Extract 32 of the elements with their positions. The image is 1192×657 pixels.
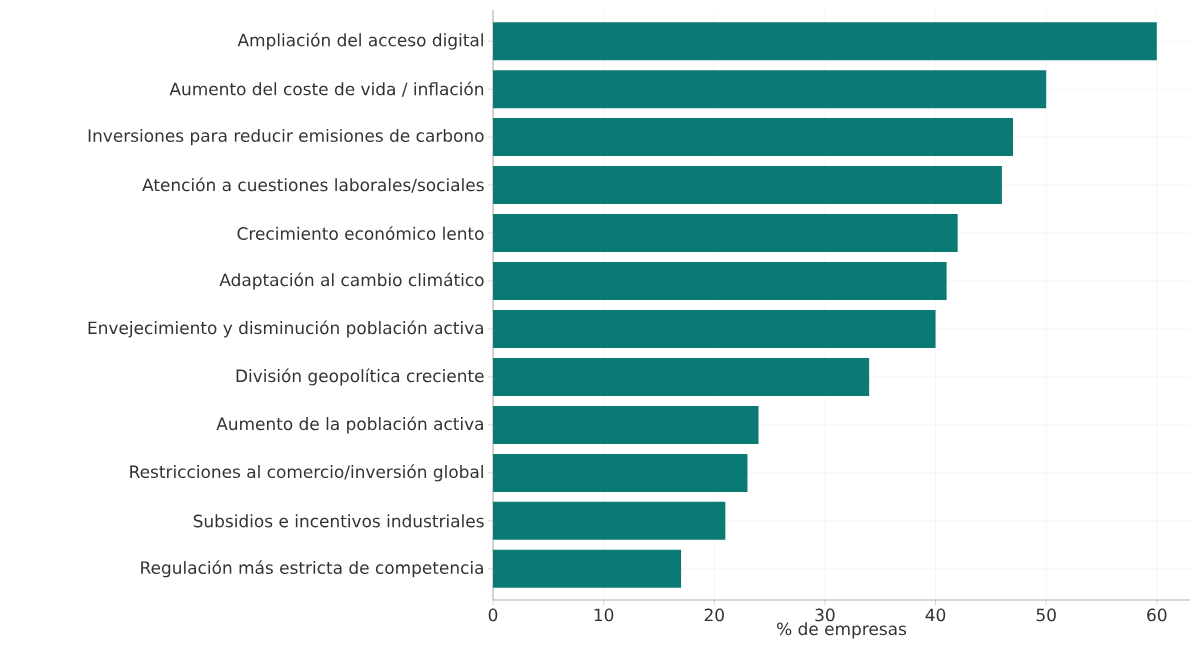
x-tick-label: 50 [1036,608,1056,622]
x-tick-label: 30 [815,608,835,622]
y-tick-label: Subsidios e incentivos industriales [193,514,484,528]
x-tick-label: 10 [594,608,614,622]
y-tick-label: Envejecimiento y disminución población activa [88,320,484,338]
x-axis-title: % de empresas [777,622,907,639]
bar [493,214,958,253]
y-tick-label: Atención a cuestiones laborales/sociales [142,177,484,193]
y-tick-label: Ampliación del acceso digital [237,32,483,50]
bar [493,405,759,444]
bar [493,70,1047,109]
x-tick-label: 20 [704,608,724,622]
x-tick-label: 0 [488,608,498,622]
bar [493,309,936,348]
y-tick-label: Adaptación al cambio climático [219,272,484,290]
bar [493,453,748,492]
bar [493,501,726,540]
bar [493,166,1002,205]
bar [493,118,1013,157]
y-tick-label: División geopolítica creciente [236,368,484,386]
bar [493,22,1157,61]
bar [493,262,947,301]
bar [493,357,870,396]
bar [493,549,682,588]
y-tick-label: Regulación más estricta de competencia [141,560,483,578]
x-tick-label: 40 [925,608,946,622]
y-tick-label: Inversiones para reducir emisiones de carbono [88,128,484,146]
y-tick-label: Restricciones al comercio/inversión global [130,464,483,482]
y-tick-label: Crecimiento económico lento [237,226,484,240]
y-tick-label: Aumento de la población activa [216,416,483,434]
y-tick-label: Aumento del coste de vida / inflación [169,81,484,97]
x-tick-label: 60 [1147,608,1167,622]
